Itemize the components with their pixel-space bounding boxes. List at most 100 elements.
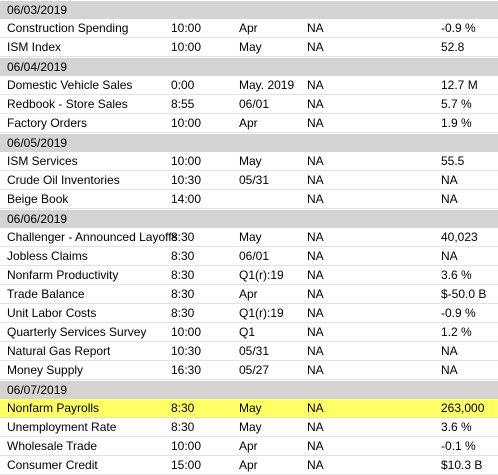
event-time: 10:00: [171, 116, 202, 130]
event-name: Crude Oil Inventories: [7, 173, 120, 187]
event-period: 06/01: [239, 97, 270, 111]
date-label: 06/04/2019: [7, 60, 68, 74]
event-forecast: NA: [307, 154, 324, 168]
event-time: 8:55: [171, 97, 195, 111]
event-actual: 52.8: [441, 40, 465, 54]
event-time: 10:30: [171, 344, 202, 358]
event-forecast: NA: [307, 249, 324, 263]
event-forecast: NA: [307, 306, 324, 320]
event-time: 0:00: [171, 78, 195, 92]
event-time: 8:30: [171, 306, 195, 320]
event-period: May. 2019: [239, 78, 295, 92]
event-period: Apr: [239, 439, 258, 453]
event-row: Natural Gas Report 10:30 05/31 NA NA: [0, 342, 498, 361]
event-actual: 55.5: [441, 154, 465, 168]
event-row: Challenger - Announced Layoffs 8:30 May NA 4…: [0, 228, 498, 247]
event-name: Trade Balance: [7, 287, 85, 301]
event-actual: -0.9 %: [441, 21, 476, 35]
event-actual: NA: [441, 173, 458, 187]
event-row: Trade Balance 8:30 Apr NA $-50.0 B: [0, 285, 498, 304]
event-period: May: [239, 154, 262, 168]
event-name: Nonfarm Productivity: [7, 268, 119, 282]
event-forecast: NA: [307, 40, 324, 54]
event-actual: $10.3 B: [441, 458, 483, 472]
event-name: Unemployment Rate: [7, 420, 117, 434]
event-row: ISM Services 10:00 May NA 55.5: [0, 152, 498, 171]
event-name: ISM Index: [7, 40, 62, 54]
event-period: Q1(r):19: [239, 306, 284, 320]
event-row: Unit Labor Costs 8:30 Q1(r):19 NA -0.9 %: [0, 304, 498, 323]
event-forecast: NA: [307, 268, 324, 282]
event-time: 16:30: [171, 363, 202, 377]
event-time: 15:00: [171, 458, 202, 472]
event-name: Quarterly Services Survey: [7, 325, 147, 339]
event-forecast: NA: [307, 116, 324, 130]
event-row: Consumer Credit 15:00 Apr NA $10.3 B: [0, 456, 498, 475]
event-name: Natural Gas Report: [7, 344, 111, 358]
event-forecast: NA: [307, 78, 324, 92]
event-row: Construction Spending 10:00 Apr NA -0.9 %: [0, 19, 498, 38]
event-actual: 40,023: [441, 230, 478, 244]
event-name: Money Supply: [7, 363, 84, 377]
event-actual: NA: [441, 249, 458, 263]
event-actual: 3.6 %: [441, 268, 472, 282]
event-actual: NA: [441, 192, 458, 206]
event-period: May: [239, 40, 262, 54]
event-actual: -0.9 %: [441, 306, 476, 320]
event-forecast: NA: [307, 325, 324, 339]
event-period: May: [239, 401, 262, 415]
event-row-highlighted: Nonfarm Payrolls 8:30 May NA 263,000: [0, 399, 498, 418]
event-forecast: NA: [307, 363, 324, 377]
date-header-row: 06/05/2019: [0, 133, 498, 152]
event-time: 10:30: [171, 173, 202, 187]
event-period: Apr: [239, 116, 258, 130]
date-label: 06/05/2019: [7, 136, 68, 150]
event-period: 05/27: [239, 363, 270, 377]
event-row: Nonfarm Productivity 8:30 Q1(r):19 NA 3.6 %: [0, 266, 498, 285]
event-forecast: NA: [307, 230, 324, 244]
event-period: Apr: [239, 21, 258, 35]
event-period: Apr: [239, 458, 258, 472]
event-row: Money Supply 16:30 05/27 NA NA: [0, 361, 498, 380]
date-header-row: 06/03/2019: [0, 0, 498, 19]
event-period: May: [239, 230, 262, 244]
event-name: ISM Services: [7, 154, 78, 168]
event-name: Domestic Vehicle Sales: [7, 78, 133, 92]
event-forecast: NA: [307, 344, 324, 358]
event-actual: 263,000: [441, 401, 485, 415]
event-time: 10:00: [171, 40, 202, 54]
event-period: 06/01: [239, 249, 270, 263]
event-actual: -0.1 %: [441, 439, 476, 453]
event-period: Q1: [239, 325, 256, 339]
event-actual: NA: [441, 363, 458, 377]
event-time: 8:30: [171, 249, 195, 263]
event-time: 8:30: [171, 420, 195, 434]
event-time: 8:30: [171, 287, 195, 301]
event-period: May: [239, 420, 262, 434]
event-time: 10:00: [171, 21, 202, 35]
event-actual: 1.9 %: [441, 116, 472, 130]
event-name: Wholesale Trade: [7, 439, 98, 453]
event-name: Nonfarm Payrolls: [7, 401, 100, 415]
event-time: 8:30: [171, 401, 195, 415]
event-row: Crude Oil Inventories 10:30 05/31 NA NA: [0, 171, 498, 190]
event-actual: NA: [441, 344, 458, 358]
date-label: 06/06/2019: [7, 212, 68, 226]
event-period: 05/31: [239, 344, 270, 358]
event-name: Consumer Credit: [7, 458, 98, 472]
event-row: Quarterly Services Survey 10:00 Q1 NA 1.2 %: [0, 323, 498, 342]
event-row: Factory Orders 10:00 Apr NA 1.9 %: [0, 114, 498, 133]
event-period: Apr: [239, 287, 258, 301]
event-name: Redbook - Store Sales: [7, 97, 128, 111]
event-forecast: NA: [307, 173, 324, 187]
date-header-row: 06/07/2019: [0, 380, 498, 399]
event-row: ISM Index 10:00 May NA 52.8: [0, 38, 498, 57]
event-name: Construction Spending: [7, 21, 129, 35]
event-time: 10:00: [171, 154, 202, 168]
event-forecast: NA: [307, 287, 324, 301]
event-forecast: NA: [307, 21, 324, 35]
event-row: Wholesale Trade 10:00 Apr NA -0.1 %: [0, 437, 498, 456]
event-forecast: NA: [307, 458, 324, 472]
event-row: Jobless Claims 8:30 06/01 NA NA: [0, 247, 498, 266]
